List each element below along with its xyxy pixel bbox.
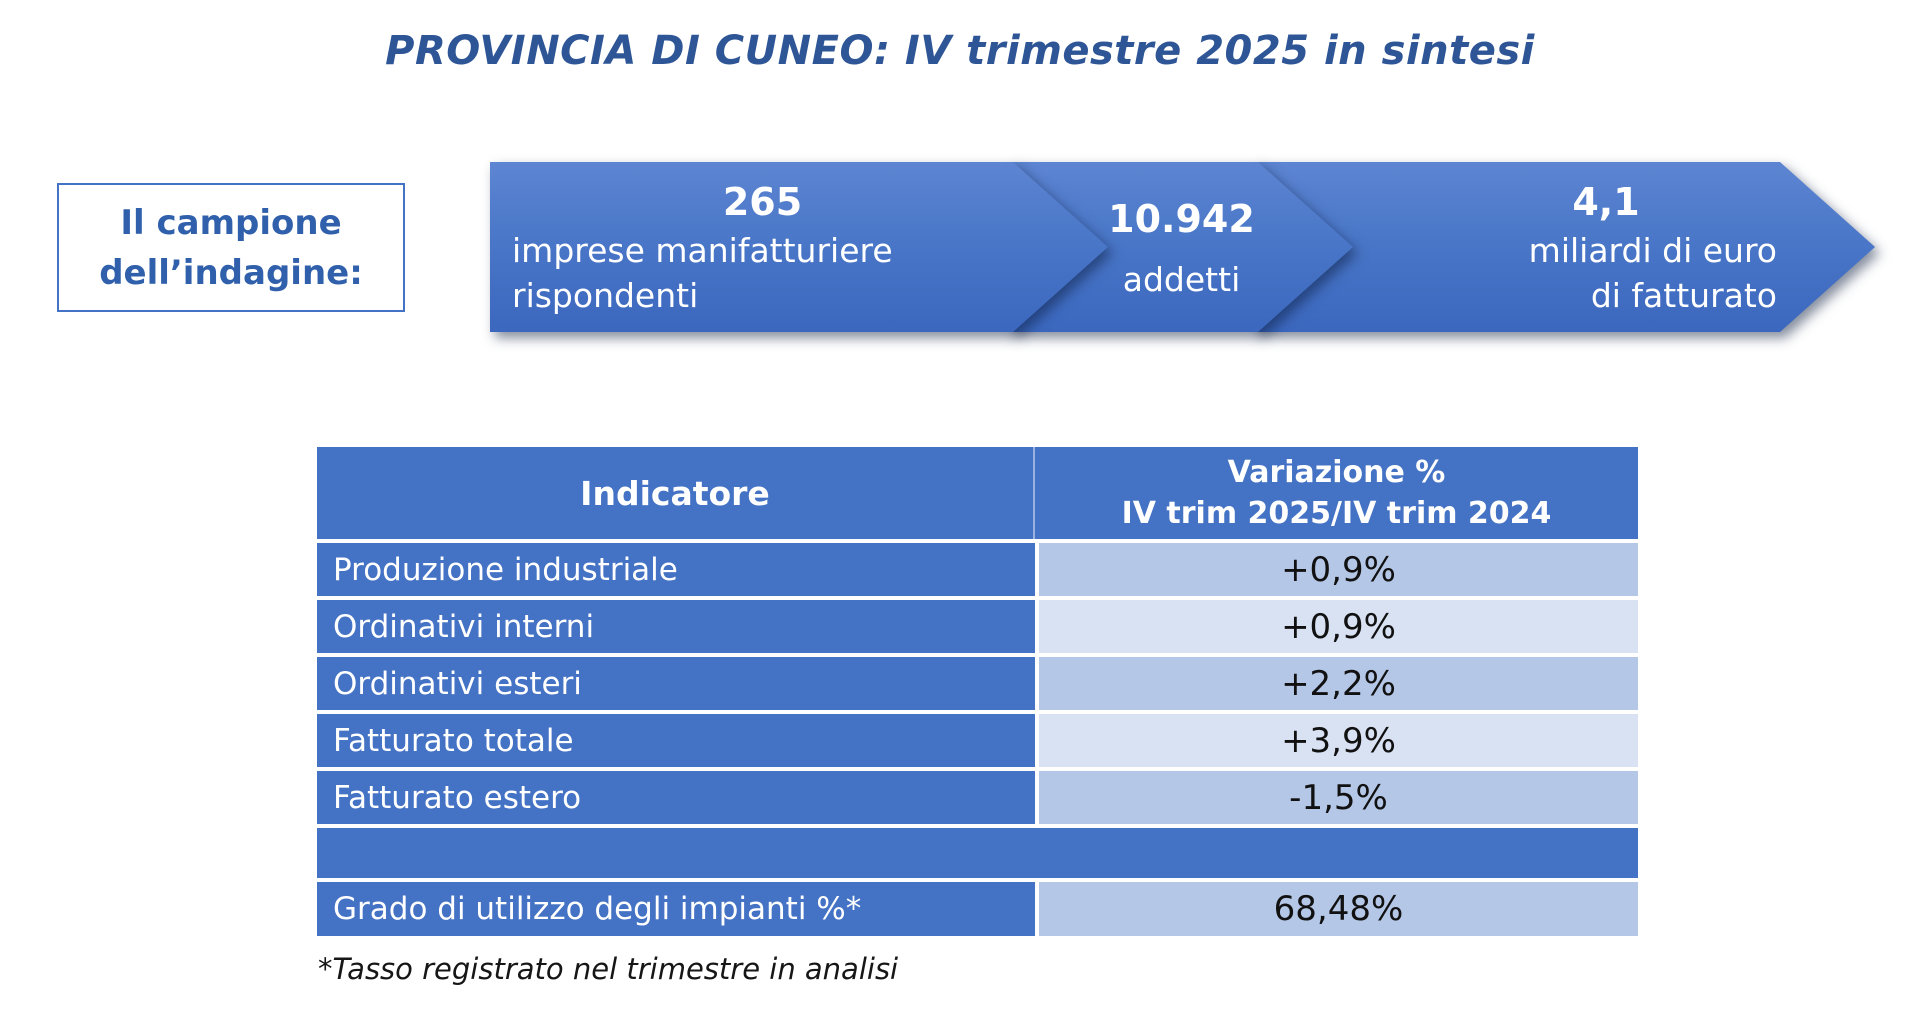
arrow-respondents-shape: 265 imprese manifatturiere rispondenti [490, 162, 1108, 332]
arrow-revenue: 4,1 miliardi di euro di fatturato [1255, 162, 1875, 332]
table-row: Ordinativi esteri +2,2% [317, 657, 1638, 710]
header-variation-cell: Variazione % IV trim 2025/IV trim 2024 [1035, 447, 1638, 539]
table-row: Produzione industriale +0,9% [317, 543, 1638, 596]
table-spacer-row [317, 828, 1638, 878]
sample-box-line2: dell’indagine: [99, 252, 363, 293]
row-label: Ordinativi interni [317, 600, 1035, 653]
arrow-revenue-shape: 4,1 miliardi di euro di fatturato [1255, 162, 1875, 332]
row-value: +3,9% [1039, 714, 1638, 767]
row-label: Fatturato estero [317, 771, 1035, 824]
header-indicator-label: Indicatore [580, 473, 770, 513]
header-indicator-cell: Indicatore [317, 447, 1035, 539]
indicators-table: Indicatore Variazione % IV trim 2025/IV … [317, 447, 1638, 936]
footnote: *Tasso registrato nel trimestre in anali… [318, 952, 899, 986]
row-value: -1,5% [1039, 771, 1638, 824]
row-value: +0,9% [1039, 543, 1638, 596]
row-label: Grado di utilizzo degli impianti %* [317, 882, 1035, 936]
table-row: Ordinativi interni +0,9% [317, 600, 1638, 653]
row-label: Ordinativi esteri [317, 657, 1035, 710]
employees-count: 10.942 [1108, 196, 1255, 241]
header-variation-title: Variazione % [1227, 455, 1446, 490]
respondents-label: imprese manifatturiere rispondenti [512, 231, 893, 315]
table-header-row: Indicatore Variazione % IV trim 2025/IV … [317, 447, 1638, 539]
revenue-label: miliardi di euro di fatturato [1528, 231, 1777, 315]
table-row: Fatturato estero -1,5% [317, 771, 1638, 824]
table-row-capacity-utilization: Grado di utilizzo degli impianti %* 68,4… [317, 882, 1638, 936]
row-label: Produzione industriale [317, 543, 1035, 596]
row-value: 68,48% [1039, 882, 1638, 936]
row-value: +2,2% [1039, 657, 1638, 710]
row-value: +0,9% [1039, 600, 1638, 653]
row-label: Fatturato totale [317, 714, 1035, 767]
sample-callout-box: Il campione dell’indagine: [57, 183, 405, 312]
respondents-count: 265 [722, 180, 803, 224]
sample-box-line1: Il campione [120, 202, 342, 243]
header-variation-period: IV trim 2025/IV trim 2024 [1121, 496, 1552, 531]
table-row: Fatturato totale +3,9% [317, 714, 1638, 767]
employees-label: addetti [1122, 259, 1241, 299]
page-title: PROVINCIA DI CUNEO: IV trimestre 2025 in… [385, 28, 1535, 74]
arrow-respondents: 265 imprese manifatturiere rispondenti [490, 162, 1108, 332]
revenue-amount: 4,1 [1572, 180, 1640, 224]
